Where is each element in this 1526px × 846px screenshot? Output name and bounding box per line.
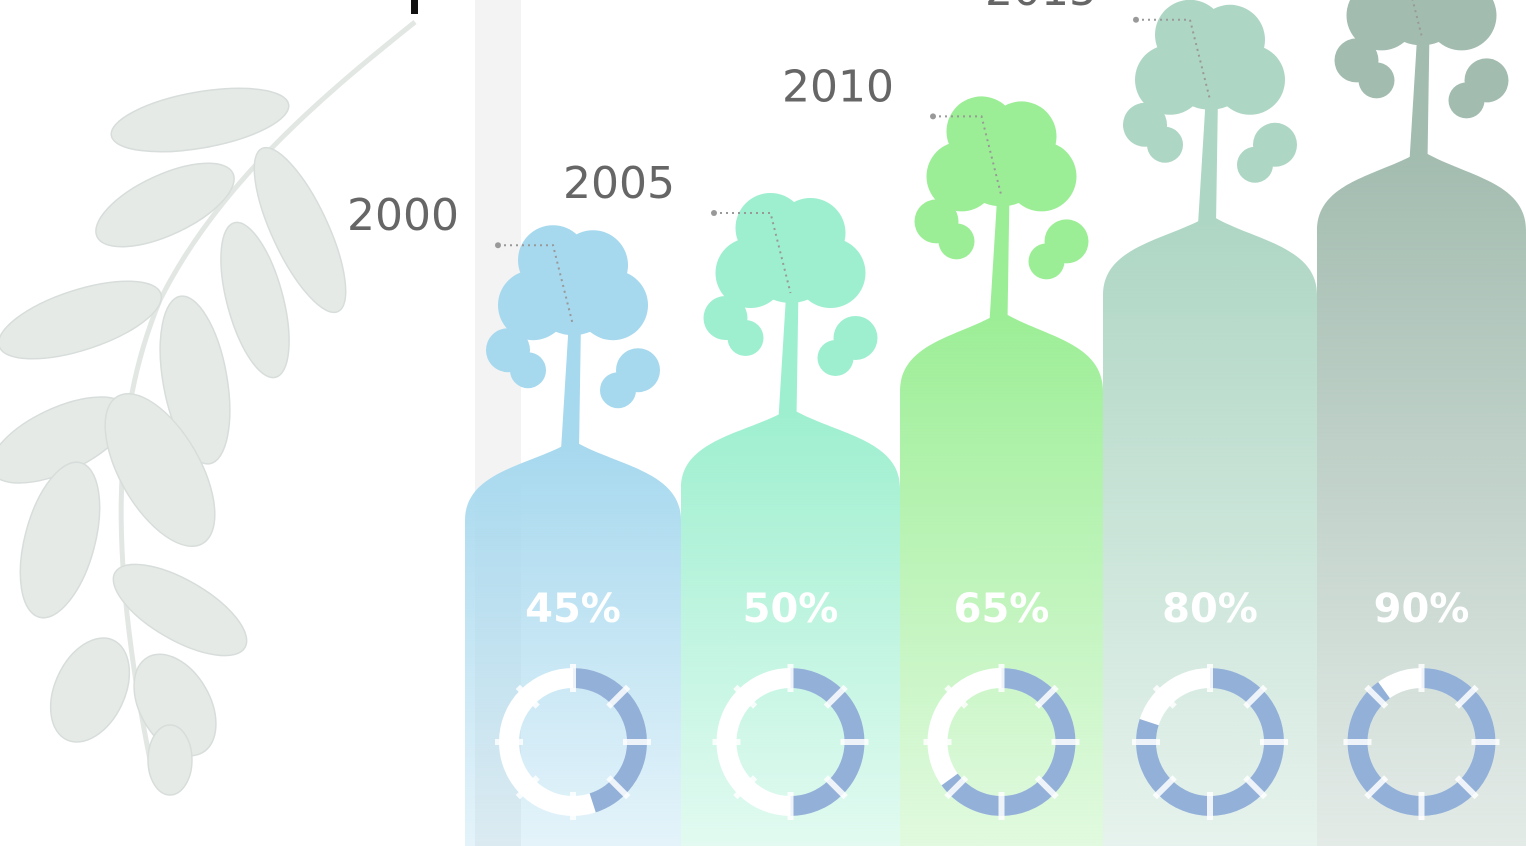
value-label: 90% (1374, 586, 1470, 632)
value-label: 65% (954, 586, 1050, 632)
page: 200045%200550%201065%201580%90% (() => {… (0, 0, 1526, 846)
bar (465, 440, 681, 846)
bar (900, 311, 1103, 846)
year-label: 2000 (347, 190, 459, 241)
title-fragment (411, 0, 418, 14)
value-label: 80% (1162, 586, 1258, 632)
chart: 2000 45% 2005 50% 2010 65% 2015 80% 90% (0, 0, 1526, 846)
bar (1103, 215, 1317, 846)
value-label: 50% (743, 586, 839, 632)
value-label: 45% (525, 586, 621, 632)
year-label: 2005 (563, 158, 675, 209)
year-label: 2015 (985, 0, 1097, 16)
year-label: 2010 (782, 61, 894, 112)
